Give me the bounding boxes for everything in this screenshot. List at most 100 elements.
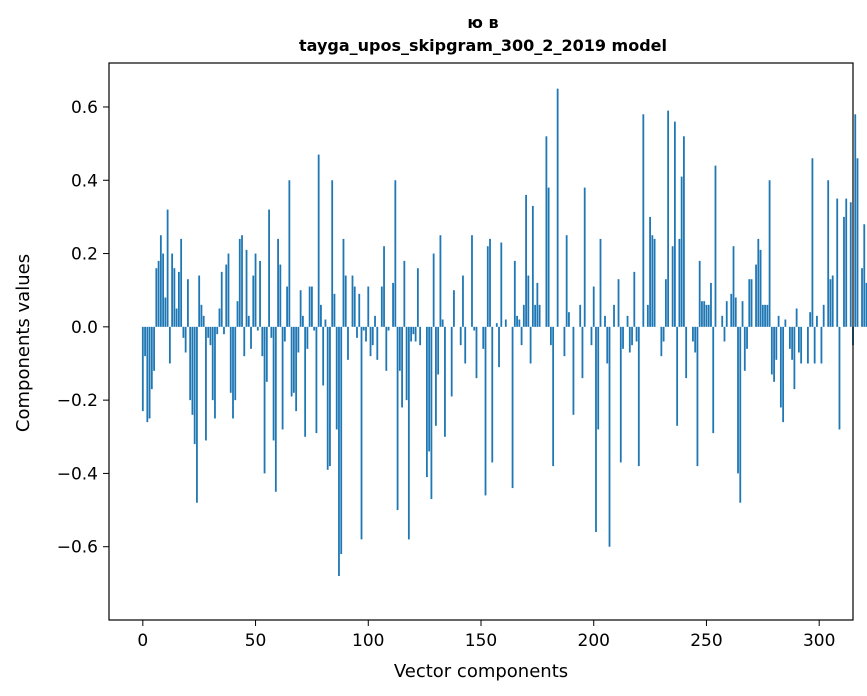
bar — [177, 271, 180, 327]
bar — [259, 260, 261, 327]
bar — [272, 326, 275, 441]
bar — [565, 235, 568, 327]
bar — [277, 238, 279, 327]
bar — [202, 315, 205, 327]
bar — [721, 315, 724, 327]
y-axis-label: Components values — [13, 254, 34, 432]
bar — [216, 326, 219, 335]
bar — [495, 323, 498, 327]
bar — [173, 268, 176, 327]
bar — [710, 282, 712, 327]
bars-group — [141, 88, 867, 577]
bar — [238, 238, 241, 327]
bar — [367, 286, 370, 327]
bar — [568, 312, 570, 327]
bar — [241, 235, 243, 327]
chart-title-line2: tayga_upos_skipgram_300_2_2019 model — [299, 36, 667, 55]
bar — [622, 326, 624, 349]
bar — [175, 308, 178, 327]
bar — [191, 326, 194, 415]
bar — [683, 136, 685, 327]
bar — [777, 315, 780, 327]
bar — [538, 304, 541, 327]
bar — [608, 326, 611, 547]
bar — [604, 315, 606, 327]
y-tick-label: 0.4 — [71, 171, 98, 191]
bar — [432, 253, 435, 327]
bar — [849, 202, 852, 327]
bar — [773, 326, 775, 382]
bar — [245, 249, 248, 327]
x-tick-label: 100 — [352, 631, 384, 651]
bar — [351, 275, 354, 327]
bar — [227, 253, 230, 327]
bar — [516, 315, 518, 327]
bar — [761, 304, 764, 327]
bar — [268, 209, 270, 327]
bar — [768, 180, 771, 327]
bar — [865, 282, 867, 327]
bar — [360, 326, 363, 540]
bar — [791, 326, 794, 360]
bar — [676, 326, 679, 426]
bar — [637, 326, 640, 467]
bar — [383, 246, 385, 327]
bar — [182, 326, 185, 338]
bar — [218, 308, 221, 327]
bar — [698, 260, 701, 327]
bar — [333, 293, 336, 327]
y-tick-label: 0.2 — [71, 245, 98, 265]
bar — [414, 326, 417, 342]
bar — [252, 275, 255, 327]
bar — [863, 224, 866, 327]
bar — [671, 246, 674, 327]
bar — [673, 121, 676, 327]
bar — [484, 326, 487, 496]
bar — [274, 326, 277, 492]
x-axis-label: Vector components — [394, 661, 568, 682]
bar — [788, 326, 791, 349]
bar — [714, 165, 717, 327]
bar — [164, 297, 167, 327]
y-axis-ticks: −0.6 −0.4 −0.2 0.0 0.2 0.4 0.6 — [57, 98, 109, 558]
bar — [595, 326, 597, 533]
bar — [732, 246, 735, 327]
bar — [425, 326, 428, 478]
bar — [775, 326, 778, 360]
bar — [247, 315, 250, 327]
bar — [200, 304, 203, 327]
bar — [450, 326, 453, 397]
bar — [827, 180, 830, 327]
bar — [660, 326, 663, 357]
bar — [748, 279, 751, 327]
bar — [464, 326, 467, 364]
bar — [365, 326, 367, 342]
bar — [234, 326, 237, 401]
bar — [254, 253, 257, 327]
bar — [320, 304, 322, 327]
bar — [534, 304, 537, 327]
bar — [739, 326, 742, 503]
bar — [322, 326, 325, 386]
bar — [583, 187, 586, 327]
bar — [563, 326, 566, 357]
bar — [220, 271, 223, 327]
bar — [232, 326, 234, 419]
bar — [439, 235, 442, 327]
bar — [283, 326, 286, 342]
bar — [784, 319, 787, 327]
bar — [290, 326, 293, 397]
bar — [813, 326, 816, 364]
x-tick-label: 150 — [465, 631, 497, 651]
bar — [419, 326, 422, 346]
y-tick-label: 0.0 — [71, 318, 98, 338]
y-tick-label: 0.6 — [71, 98, 98, 118]
bar — [353, 286, 356, 327]
bar — [809, 312, 812, 327]
bar — [746, 326, 748, 349]
bar — [556, 88, 559, 327]
bar — [471, 235, 473, 327]
bar — [153, 326, 155, 371]
bar — [642, 114, 645, 327]
bar — [344, 275, 347, 327]
